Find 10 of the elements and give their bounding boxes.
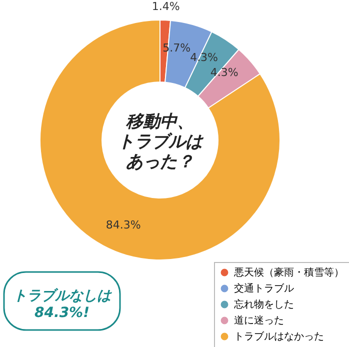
text: トラブルなしは84.3%! [13, 287, 112, 321]
text: 移動中、トラブルはあった？ [118, 112, 204, 172]
legend-label: 忘れ物をした [234, 298, 294, 310]
legend-label: 交通トラブル [234, 282, 294, 294]
donut-slice [40, 20, 280, 260]
legend-label: 悪天候（豪雨・積雪等） [233, 266, 344, 278]
legend-label: 道に迷った [234, 314, 284, 326]
data-label: 1.4% [152, 0, 180, 14]
data-label: 84.3% [106, 218, 141, 232]
legend-label: トラブルはなかった [234, 330, 324, 342]
